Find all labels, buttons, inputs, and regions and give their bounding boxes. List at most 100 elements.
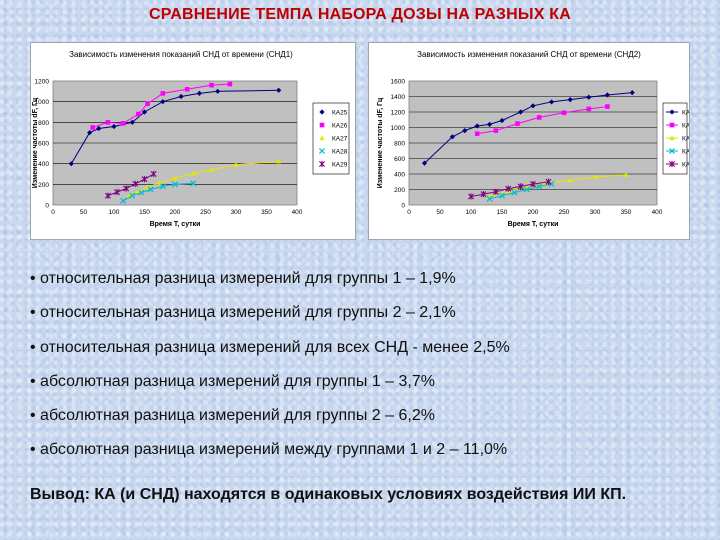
y-tick-label: 1600	[391, 79, 406, 86]
x-tick-label: 0	[51, 209, 55, 216]
series-КА29	[104, 170, 157, 199]
data-point	[190, 170, 196, 176]
legend-label: КА29	[332, 162, 348, 169]
series-КА26	[474, 104, 610, 136]
data-point	[530, 180, 536, 188]
data-point	[136, 111, 141, 117]
data-point	[141, 109, 148, 115]
data-point	[468, 193, 474, 200]
data-point	[498, 192, 506, 199]
x-tick-label: 200	[170, 209, 181, 216]
legend-marker	[669, 109, 675, 115]
legend-marker	[668, 147, 676, 155]
data-point	[536, 115, 542, 120]
data-point	[233, 162, 239, 167]
y-tick-label: 1000	[35, 99, 50, 106]
x-tick-label: 250	[559, 209, 570, 216]
legend-marker	[319, 109, 325, 115]
data-point	[493, 128, 499, 133]
data-point	[120, 121, 126, 126]
y-axis-label: Изменение частоты dF, Гц	[32, 97, 39, 188]
data-point	[114, 188, 121, 196]
data-point	[276, 159, 282, 164]
data-point	[159, 183, 166, 190]
data-point	[96, 125, 102, 132]
legend-label: КА25	[682, 110, 689, 117]
y-tick-label: 200	[394, 187, 405, 194]
data-point	[480, 191, 487, 198]
data-point	[157, 180, 163, 185]
data-point	[129, 119, 135, 125]
x-tick-label: 400	[292, 209, 303, 216]
y-tick-label: 1000	[391, 125, 406, 132]
chart-legend: КА25 КА26 КА27 КА28 КА29	[312, 102, 350, 175]
series-КА26	[90, 81, 233, 130]
data-point	[505, 185, 512, 192]
data-point	[586, 106, 592, 112]
y-tick-label: 600	[394, 156, 405, 163]
x-axis-label: Время T, сутки	[508, 221, 559, 228]
chart-legend: КА25 КА26 КА27 КА28 КА29	[662, 102, 689, 175]
data-point	[147, 186, 154, 193]
y-tick-label: 0	[45, 203, 49, 210]
bullet-list: • относительная разница измерений для гр…	[30, 268, 710, 474]
chart-title: Зависимость изменения показаний СНД от в…	[417, 50, 641, 59]
data-point	[215, 88, 221, 94]
x-tick-label: 250	[200, 209, 211, 216]
bullet-item: • относительная разница измерений для гр…	[30, 304, 456, 322]
data-point	[105, 120, 111, 125]
x-tick-label: 0	[407, 209, 411, 216]
data-point	[111, 123, 117, 130]
chart-title: Зависимость изменения показаний СНД от в…	[69, 50, 293, 59]
data-point	[150, 170, 157, 178]
legend-marker	[318, 147, 326, 155]
data-point	[184, 86, 190, 92]
legend-box	[312, 102, 350, 175]
bullet-item: • относительная разница измерений для вс…	[30, 338, 510, 356]
data-point	[196, 90, 202, 96]
legend-label: КА28	[332, 149, 348, 156]
series-КА27	[126, 159, 282, 198]
bullet-item: • абсолютная разница измерений для групп…	[30, 407, 435, 425]
data-point	[545, 178, 552, 185]
legend-label: КА26	[682, 123, 689, 130]
chart-snd2: Зависимость изменения показаний СНД от в…	[368, 42, 690, 240]
series-КА29	[468, 178, 552, 200]
legend-label: КА26	[332, 123, 348, 130]
data-point	[567, 177, 573, 183]
x-tick-label: 400	[652, 209, 663, 216]
data-point	[474, 131, 480, 136]
legend-label: КА25	[332, 110, 348, 117]
y-tick-label: 800	[394, 141, 405, 148]
data-point	[486, 195, 493, 202]
y-tick-label: 200	[38, 182, 49, 189]
x-tick-label: 150	[497, 209, 508, 216]
data-point	[605, 104, 610, 109]
legend-marker	[669, 122, 675, 128]
x-tick-label: 350	[621, 209, 632, 216]
data-point	[132, 180, 139, 187]
data-point	[276, 87, 282, 93]
y-tick-label: 0	[401, 203, 405, 210]
data-point	[515, 121, 520, 126]
series-КА28	[120, 180, 197, 204]
x-tick-label: 200	[528, 209, 539, 216]
x-tick-label: 100	[466, 209, 477, 216]
data-point	[209, 167, 215, 172]
x-tick-label: 300	[590, 209, 601, 216]
data-point	[160, 99, 166, 105]
legend-label: КА27	[332, 136, 348, 143]
data-point	[120, 197, 127, 204]
data-point	[160, 91, 166, 96]
x-axis-label: Время T, сутки	[150, 221, 201, 228]
y-tick-label: 800	[38, 120, 49, 127]
legend-marker	[319, 135, 325, 141]
data-point	[171, 181, 179, 188]
conclusion-text: Вывод: КА (и СНД) находятся в одинаковых…	[30, 486, 627, 503]
y-axis-label: Изменение частоты dF, Гц	[377, 97, 384, 188]
data-point	[623, 172, 629, 177]
chart-svg: Зависимость изменения показаний СНД от в…	[377, 50, 689, 228]
data-point	[209, 82, 214, 88]
data-point	[141, 176, 148, 183]
data-point	[227, 81, 233, 87]
